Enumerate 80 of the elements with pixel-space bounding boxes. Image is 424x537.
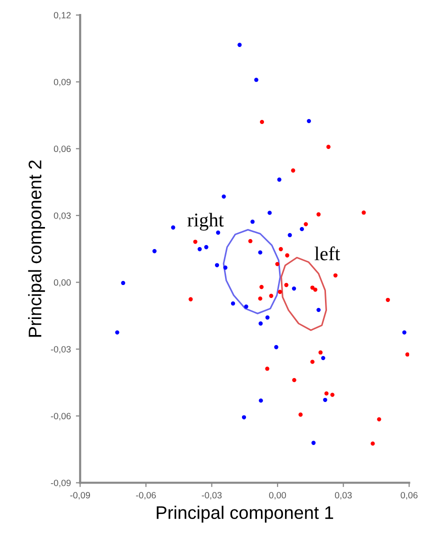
point xyxy=(222,194,226,199)
x-tick-label: -0,06 xyxy=(136,492,156,500)
point xyxy=(269,294,274,298)
x-tick-label: -0,03 xyxy=(202,492,222,500)
point xyxy=(265,366,270,371)
point xyxy=(258,296,262,301)
point xyxy=(386,298,390,302)
point xyxy=(316,212,321,216)
point xyxy=(242,415,246,420)
point xyxy=(248,239,252,244)
point xyxy=(188,297,193,302)
point xyxy=(258,250,262,255)
annotation: left xyxy=(314,246,340,260)
point xyxy=(238,42,242,47)
point xyxy=(258,398,263,403)
point xyxy=(377,417,382,422)
x-tick-label: -0,09 xyxy=(70,492,90,500)
point xyxy=(277,178,282,182)
x-tick-label: 0,00 xyxy=(269,492,286,500)
y-tick-label: 0,00 xyxy=(54,279,71,287)
point xyxy=(258,321,263,326)
point xyxy=(193,240,198,244)
point xyxy=(275,262,280,266)
point xyxy=(310,286,315,290)
point xyxy=(306,118,311,124)
point xyxy=(268,210,272,215)
point xyxy=(198,247,202,252)
point xyxy=(300,226,304,232)
point xyxy=(288,233,292,238)
point xyxy=(362,210,366,215)
y-tick-label: -0,03 xyxy=(50,346,71,354)
point xyxy=(285,253,290,258)
point xyxy=(278,290,282,294)
point xyxy=(292,378,296,382)
point xyxy=(171,225,176,230)
point xyxy=(313,288,318,292)
point xyxy=(260,120,264,124)
point xyxy=(304,222,308,226)
point xyxy=(230,301,236,306)
point xyxy=(370,441,375,446)
point xyxy=(311,440,316,445)
point xyxy=(121,280,126,286)
y-tick-label: 0,09 xyxy=(54,78,71,86)
point xyxy=(250,220,255,224)
y-tick-label: 0,06 xyxy=(54,146,71,154)
point xyxy=(326,144,331,149)
y-tick-label: -0,09 xyxy=(50,480,71,488)
point xyxy=(321,356,326,360)
point xyxy=(405,352,410,357)
point xyxy=(204,245,208,250)
point xyxy=(259,284,264,290)
point xyxy=(214,263,220,268)
point xyxy=(402,330,406,335)
point xyxy=(223,266,228,270)
x-tick-label: 0,06 xyxy=(400,492,418,500)
point xyxy=(330,392,334,397)
point xyxy=(244,304,248,309)
point xyxy=(318,350,323,355)
point xyxy=(152,249,157,254)
y-axis-title: Principal component 2 xyxy=(28,160,45,337)
x-axis-title: Principal component 1 xyxy=(156,506,334,523)
point xyxy=(291,168,296,173)
point xyxy=(265,315,270,320)
point xyxy=(333,273,338,278)
point xyxy=(323,398,328,402)
x-tick-label: 0,03 xyxy=(334,492,352,500)
point xyxy=(274,345,278,350)
y-tick-label: -0,06 xyxy=(50,412,71,420)
point xyxy=(115,330,120,335)
point xyxy=(316,308,321,312)
y-tick-label: 0,12 xyxy=(54,12,71,20)
point xyxy=(254,78,258,82)
point xyxy=(284,282,288,288)
point xyxy=(278,247,283,252)
point xyxy=(292,286,296,291)
y-tick-label: 0,03 xyxy=(54,212,71,220)
point xyxy=(298,412,303,417)
annotation: right xyxy=(188,212,224,231)
point xyxy=(310,360,315,364)
point xyxy=(324,391,329,396)
